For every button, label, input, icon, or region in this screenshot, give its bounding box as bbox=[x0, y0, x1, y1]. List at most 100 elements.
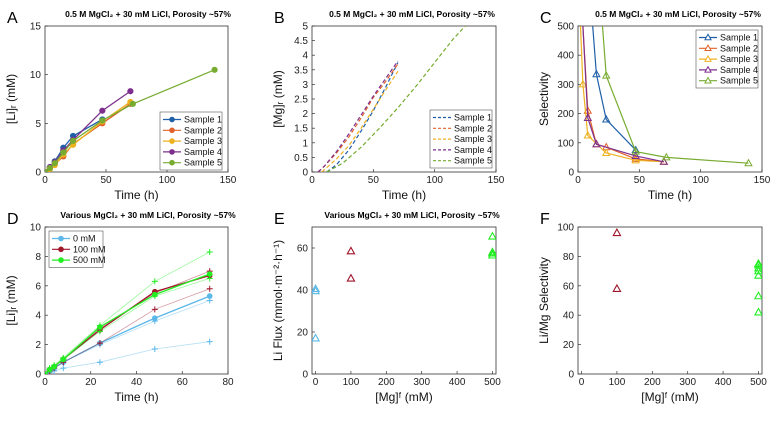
legend-marker bbox=[58, 235, 64, 242]
series-0-mm-plus-1-point bbox=[60, 365, 67, 372]
series-500-mm-point bbox=[753, 291, 762, 300]
legend-marker bbox=[704, 65, 712, 73]
y-tick-label: 0 bbox=[302, 370, 308, 381]
legend-label: Sample 5 bbox=[184, 158, 222, 168]
legend-label: Sample 2 bbox=[720, 43, 758, 53]
plot-area bbox=[577, 226, 763, 375]
legend-item-sample-4: Sample 4 bbox=[163, 147, 222, 157]
series-sample-5-point bbox=[45, 168, 49, 172]
series-100-mm-point bbox=[346, 273, 356, 282]
x-tick-label: 300 bbox=[679, 377, 696, 388]
panel-title: 0.5 M MgCl₂ + 30 mM LiCl, Porosity ~57% bbox=[329, 9, 495, 19]
y-tick-label: 10 bbox=[30, 70, 42, 81]
x-tick-label: 40 bbox=[131, 377, 143, 388]
x-tick-label: 0 bbox=[42, 377, 48, 388]
legend-item-sample-1: Sample 1 bbox=[699, 33, 758, 43]
x-tick-label: 0 bbox=[42, 175, 48, 186]
x-tick-label: 0 bbox=[313, 377, 319, 388]
series-sample-4-point bbox=[99, 107, 106, 114]
series-sample-5-point bbox=[601, 71, 611, 79]
y-tick-label: 4 bbox=[35, 311, 41, 322]
series-sample-5-point bbox=[211, 66, 218, 73]
series-0-mm-plus-1-point bbox=[96, 359, 103, 366]
y-tick-label: 0 bbox=[568, 168, 574, 179]
y-tick-label: 10 bbox=[30, 223, 42, 234]
x-tick-label: 150 bbox=[488, 175, 505, 186]
x-tick-label: 150 bbox=[754, 175, 771, 186]
series-0-mm-point bbox=[312, 284, 321, 293]
legend-label: 100 mM bbox=[73, 244, 106, 254]
series-500-mm-plus-1-point bbox=[96, 322, 103, 329]
x-tick-label: 500 bbox=[484, 377, 501, 388]
series-500-mm-point bbox=[487, 247, 496, 256]
series-100-mm-plus-1-point bbox=[151, 306, 158, 313]
legend-label: Sample 2 bbox=[184, 125, 222, 135]
legend-item-0-mm: 0 mM bbox=[52, 234, 96, 244]
legend-marker bbox=[58, 257, 64, 263]
legend-item-sample-5: Sample 5 bbox=[433, 156, 492, 166]
series-sample-4-point bbox=[592, 139, 601, 148]
series-sample-3-point bbox=[583, 130, 593, 139]
y-tick-label: 0 bbox=[568, 370, 574, 381]
series-500-mm-plus-2-point bbox=[206, 275, 213, 282]
series-sample-4-line bbox=[582, 26, 665, 163]
x-tick-label: 50 bbox=[368, 175, 380, 186]
series-sample-5-line bbox=[326, 26, 466, 172]
series-500-mm-point bbox=[753, 270, 762, 279]
x-tick-label: 200 bbox=[644, 377, 661, 388]
y-tick-label: 5 bbox=[302, 22, 308, 33]
panel-b: B 0.5 M MgCl₂ + 30 mM LiCl, Porosity ~57%… bbox=[271, 9, 505, 202]
series-500-mm-plus-1-point bbox=[151, 278, 158, 285]
x-tick-label: 100 bbox=[426, 175, 443, 186]
y-tick-label: 1 bbox=[302, 138, 308, 149]
legend-item-sample-5: Sample 5 bbox=[699, 76, 758, 86]
series-sample-4-point bbox=[659, 157, 669, 165]
legend-item-500-mm: 500 mM bbox=[52, 255, 106, 265]
legend-marker bbox=[704, 76, 712, 84]
series-500-mm-point bbox=[753, 260, 762, 269]
series-500-mm-plus-2-point bbox=[96, 328, 103, 335]
y-axis-label: Li Flux (mmol·m⁻²·h⁻¹) bbox=[271, 240, 285, 361]
legend-marker bbox=[169, 159, 175, 166]
series-sample-4-point bbox=[583, 113, 593, 121]
x-axis-label: Time (h) bbox=[114, 390, 158, 404]
x-axis-label: Time (h) bbox=[648, 188, 692, 202]
series-sample-1-point bbox=[592, 69, 601, 78]
x-tick-label: 0 bbox=[579, 377, 585, 388]
series-100-mm-point bbox=[612, 283, 622, 292]
legend-item-sample-3: Sample 3 bbox=[699, 54, 758, 64]
series-sample-5-point bbox=[46, 165, 53, 172]
legend-marker bbox=[58, 246, 64, 253]
legend-marker bbox=[704, 33, 712, 41]
x-axis-label: Time (h) bbox=[382, 188, 426, 202]
x-tick-label: 150 bbox=[220, 175, 237, 186]
series-sample-5-point bbox=[69, 137, 77, 144]
y-tick-label: 2 bbox=[302, 109, 308, 120]
series-0-mm-point bbox=[312, 333, 321, 342]
series-500-mm-point bbox=[206, 271, 213, 277]
legend-label: Sample 4 bbox=[184, 147, 222, 157]
y-tick-label: 2.5 bbox=[294, 95, 308, 106]
series-500-mm-point bbox=[487, 231, 496, 240]
x-tick-label: 200 bbox=[378, 377, 395, 388]
legend-label: Sample 4 bbox=[454, 145, 492, 155]
x-tick-label: 80 bbox=[222, 377, 234, 388]
series-0-mm-plus-1-point bbox=[206, 338, 213, 345]
y-axis-label: [Li]ᵣ (mM) bbox=[4, 275, 18, 325]
legend-item-sample-5: Sample 5 bbox=[163, 158, 222, 168]
legend-label: Sample 3 bbox=[454, 134, 492, 144]
y-tick-label: 0 bbox=[35, 370, 41, 381]
y-tick-label: 100 bbox=[557, 223, 574, 234]
series-sample-1-point bbox=[601, 114, 611, 123]
plot-area bbox=[311, 226, 497, 375]
panel-title: 0.5 M MgCl₂ + 30 mM LiCl, Porosity ~57% bbox=[65, 9, 231, 19]
legend-item-sample-1: Sample 1 bbox=[433, 113, 492, 123]
x-tick-label: 100 bbox=[609, 377, 626, 388]
legend-label: Sample 2 bbox=[454, 123, 492, 133]
series-100-mm-point bbox=[612, 227, 622, 237]
legend-marker bbox=[169, 116, 175, 123]
series-500-mm-plus-2-point bbox=[60, 356, 67, 363]
x-tick-label: 20 bbox=[85, 377, 97, 388]
y-tick-label: 8 bbox=[35, 252, 41, 263]
series-sample-5-point bbox=[129, 100, 136, 107]
